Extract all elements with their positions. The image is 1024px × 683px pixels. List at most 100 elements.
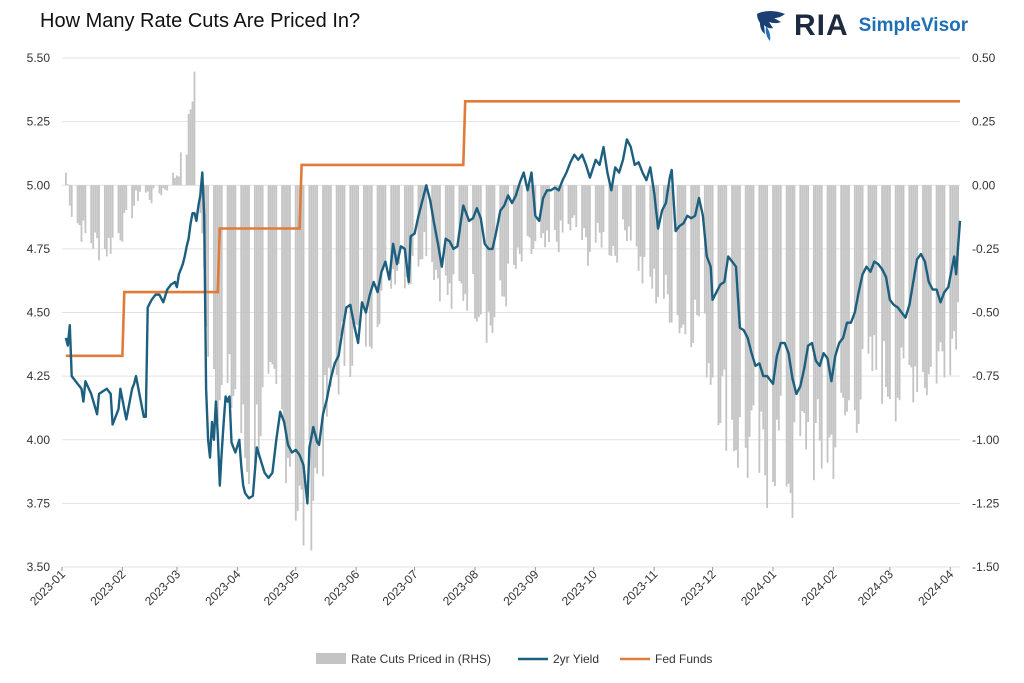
rate-cuts-bar xyxy=(501,185,504,297)
legend-label-fed-funds: Fed Funds xyxy=(655,652,712,666)
rate-cuts-bar xyxy=(696,185,698,316)
rate-cuts-bar xyxy=(185,154,188,186)
rate-cuts-bar xyxy=(160,185,163,196)
rate-cuts-bar xyxy=(585,185,587,238)
fed-funds-series xyxy=(65,100,960,358)
rate-cuts-bar xyxy=(818,185,821,441)
rate-cuts-bar xyxy=(705,185,708,378)
rate-cuts-bar xyxy=(526,185,529,236)
legend-swatch-rate-cuts xyxy=(316,653,346,664)
rate-cuts-bar xyxy=(271,185,274,365)
brand-name: RIA xyxy=(794,9,849,42)
rate-cuts-bar xyxy=(281,185,284,410)
brand-product: SimpleVisor xyxy=(858,15,969,36)
rate-cuts-bar xyxy=(111,185,114,238)
x-tick-label: 2024-03 xyxy=(855,567,896,608)
rate-cuts-bar xyxy=(133,185,135,206)
rate-cuts-bar xyxy=(64,172,67,186)
rate-cuts-bar xyxy=(635,185,638,247)
rate-cuts-bars xyxy=(64,71,959,551)
rate-cuts-bar xyxy=(793,185,796,423)
rate-cuts-bar xyxy=(801,185,804,412)
rate-cuts-bar xyxy=(777,185,780,431)
rate-cuts-bar xyxy=(655,185,658,304)
rate-cuts-bar xyxy=(583,185,585,229)
rate-cuts-bar xyxy=(548,185,550,243)
rate-cuts-bar xyxy=(610,185,613,257)
rate-cuts-bar xyxy=(255,185,258,405)
rate-cuts-bar xyxy=(653,185,656,269)
rate-cuts-bar xyxy=(82,185,85,221)
rate-cuts-bar xyxy=(335,185,338,375)
rate-cuts-bar xyxy=(676,185,679,316)
rate-cuts-bar xyxy=(314,185,317,468)
rate-cuts-bar xyxy=(137,185,139,201)
rate-cuts-bar xyxy=(774,185,776,487)
rate-cuts-bar xyxy=(731,185,733,420)
rate-cuts-bar xyxy=(368,185,371,347)
rate-cuts-bar xyxy=(694,185,696,300)
rate-cuts-bar xyxy=(172,172,174,186)
rate-cuts-bar xyxy=(158,185,161,194)
rate-cuts-bar xyxy=(380,185,383,291)
rate-cuts-bar xyxy=(107,185,110,239)
rate-cuts-bar xyxy=(624,185,626,231)
rate-cuts-bar xyxy=(205,185,208,328)
rate-cuts-bar xyxy=(939,185,942,343)
eagle-icon xyxy=(757,11,785,41)
rate-cuts-bar xyxy=(411,185,414,256)
rate-cuts-bar xyxy=(532,185,535,249)
rate-cuts-bar xyxy=(830,185,833,435)
rate-cuts-bar xyxy=(417,185,420,267)
rate-cuts-bar xyxy=(698,185,700,317)
rate-cuts-bar xyxy=(622,185,624,220)
rate-cuts-bar xyxy=(875,185,878,370)
rate-cuts-bar xyxy=(164,185,167,190)
rate-cuts-bar xyxy=(421,185,424,260)
yield-line xyxy=(64,138,962,505)
rate-cuts-bar xyxy=(725,185,728,451)
rate-cuts-bar xyxy=(322,185,324,477)
rate-cuts-bar xyxy=(692,185,695,343)
rate-cuts-bar xyxy=(573,185,576,216)
rate-cuts-bar xyxy=(207,185,209,357)
rate-cuts-bar xyxy=(608,185,611,256)
rate-cuts-bar xyxy=(684,185,687,335)
rate-cuts-bar xyxy=(162,185,165,189)
rate-cuts-bar xyxy=(834,185,837,448)
rate-cuts-bar xyxy=(518,185,521,255)
rate-cuts-bar xyxy=(257,185,260,458)
x-tick-label: 2023-09 xyxy=(500,567,541,608)
rate-cuts-bar xyxy=(719,185,722,424)
rate-cuts-bar xyxy=(670,185,673,323)
rate-cuts-bar xyxy=(883,185,885,342)
rate-cuts-bar xyxy=(384,185,387,267)
rate-cuts-bar xyxy=(805,185,808,450)
rate-cuts-bar xyxy=(220,185,223,386)
rate-cuts-bar xyxy=(528,185,531,238)
right-axis: -1.50 -1.25 -1.00 -0.75 -0.50 -0.25 0.00 0.25 0.… xyxy=(972,51,1000,574)
rate-cuts-bar xyxy=(96,185,98,239)
rate-cuts-bar xyxy=(135,185,137,191)
rate-cuts-bar xyxy=(273,185,276,369)
left-tick-label: 5.25 xyxy=(27,115,51,129)
rate-cuts-bar xyxy=(814,185,817,424)
rate-cuts-bar xyxy=(242,185,245,405)
rate-cuts-bar xyxy=(639,185,642,257)
rate-cuts-bar xyxy=(861,185,864,350)
left-tick-label: 3.50 xyxy=(27,560,51,574)
x-tick-label: 2023-03 xyxy=(142,567,183,608)
rate-cuts-bar xyxy=(629,185,632,241)
rate-cuts-bar xyxy=(575,185,578,227)
rate-cuts-bar xyxy=(234,185,237,390)
rate-cuts-bar xyxy=(898,185,901,401)
left-tick-label: 5.50 xyxy=(27,51,51,65)
rate-cuts-bar xyxy=(758,185,761,473)
rate-cuts-bar xyxy=(657,185,659,297)
rate-cuts-bar xyxy=(807,185,809,423)
rate-cuts-bar xyxy=(214,185,217,408)
rate-cuts-bar xyxy=(437,185,439,279)
rate-cuts-bar xyxy=(244,185,247,458)
rate-cuts-bar xyxy=(912,185,915,403)
